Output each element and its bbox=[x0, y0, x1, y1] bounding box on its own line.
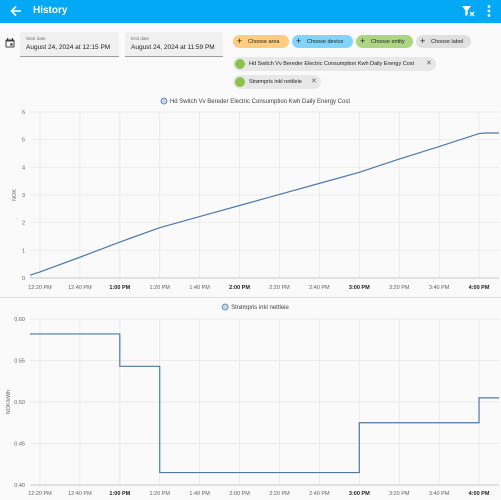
choose-device-chip[interactable]: + Choose device bbox=[292, 35, 353, 48]
electricity-price-chart: 0.40 0.45 0.50 0.55 0.60 12:20 PM 12:40 PM 1:00… bbox=[6, 303, 499, 497]
x-tick-label: 2:20 PM bbox=[269, 491, 290, 497]
plus-icon: + bbox=[420, 36, 426, 46]
y-tick-label: 0.60 bbox=[14, 317, 25, 323]
x-tick-label: 1:40 PM bbox=[189, 285, 210, 291]
remove-icon[interactable]: ✕ bbox=[311, 78, 317, 85]
x-tick-label: 4:00 PM bbox=[469, 491, 490, 497]
series-line bbox=[29, 132, 499, 276]
x-tick-label: 3:40 PM bbox=[429, 285, 450, 291]
start-date-field[interactable]: Start date August 24, 2024 at 12:15 PM bbox=[20, 32, 119, 57]
y-tick-label: 2 bbox=[22, 221, 25, 227]
x-tick-label: 2:20 PM bbox=[269, 285, 290, 291]
chart-divider bbox=[0, 297, 501, 298]
y-tick-label: 6 bbox=[22, 110, 25, 116]
more-vert-icon[interactable] bbox=[482, 3, 496, 19]
x-tick-label: 2:40 PM bbox=[309, 285, 330, 291]
end-date-label: End date bbox=[131, 36, 150, 41]
x-tick-label: 2:00 PM bbox=[229, 285, 250, 291]
x-tick-label: 1:20 PM bbox=[149, 491, 170, 497]
x-tick-label: 12:20 PM bbox=[28, 491, 52, 497]
remove-icon[interactable]: ✕ bbox=[426, 60, 432, 67]
legend-marker bbox=[221, 303, 229, 311]
y-tick-label: 3 bbox=[22, 193, 25, 199]
page-title: History bbox=[33, 5, 68, 16]
start-date-label: Start date bbox=[26, 36, 46, 41]
x-tick-label: 12:40 PM bbox=[68, 285, 92, 291]
energy-cost-chart: 0 1 2 3 4 5 6 12:20 PM 12:40 PM 1:00 PM 1:20 PM 1:4… bbox=[12, 97, 499, 291]
selected-target-chip[interactable]: Strømpris inkl nettleie ✕ bbox=[233, 75, 321, 89]
app-bar: History bbox=[0, 0, 501, 23]
y-tick-label: 0.50 bbox=[14, 400, 25, 406]
end-date-value: August 24, 2024 at 11:59 PM bbox=[131, 44, 215, 51]
choose-entity-chip[interactable]: + Choose entity bbox=[356, 35, 413, 48]
choose-label-chip[interactable]: + Choose label bbox=[416, 35, 471, 48]
plus-icon: + bbox=[237, 36, 243, 46]
x-tick-label: 3:40 PM bbox=[429, 491, 450, 497]
x-tick-label: 3:20 PM bbox=[389, 491, 410, 497]
y-tick-label: 4 bbox=[22, 165, 25, 171]
selected-target-chip[interactable]: Hd Switch Vv Bereder Electric Consumptio… bbox=[233, 57, 436, 71]
x-tick-label: 3:00 PM bbox=[349, 285, 370, 291]
legend-label: Hd Switch Vv Bereder Electric Consumptio… bbox=[170, 99, 350, 105]
start-date-value: August 24, 2024 at 12:15 PM bbox=[26, 44, 111, 51]
entity-icon bbox=[235, 77, 245, 87]
x-tick-label: 12:20 PM bbox=[28, 285, 52, 291]
x-tick-label: 3:00 PM bbox=[349, 491, 370, 497]
plus-icon: + bbox=[296, 36, 302, 46]
calendar-icon[interactable] bbox=[5, 38, 15, 48]
back-arrow-icon[interactable] bbox=[8, 3, 24, 19]
x-tick-label: 1:00 PM bbox=[109, 491, 130, 497]
y-axis-label: NOK bbox=[12, 189, 18, 201]
x-tick-label: 12:40 PM bbox=[68, 491, 92, 497]
device-icon bbox=[235, 59, 245, 69]
legend-label: Strømpris inkl nettleie bbox=[231, 305, 289, 311]
y-tick-label: 0 bbox=[22, 276, 25, 282]
x-tick-label: 3:20 PM bbox=[389, 285, 410, 291]
x-tick-label: 2:00 PM bbox=[229, 491, 250, 497]
series-line bbox=[30, 333, 499, 474]
y-axis-label: NOK/kWh bbox=[6, 390, 12, 414]
y-tick-label: 1 bbox=[22, 248, 25, 254]
x-tick-label: 2:40 PM bbox=[309, 491, 330, 497]
x-tick-label: 1:00 PM bbox=[109, 285, 130, 291]
y-tick-label: 0.40 bbox=[14, 483, 25, 489]
x-tick-label: 1:40 PM bbox=[189, 491, 210, 497]
y-tick-label: 5 bbox=[22, 138, 25, 144]
y-tick-label: 0.45 bbox=[14, 442, 25, 448]
y-tick-label: 0.55 bbox=[14, 359, 25, 365]
plus-icon: + bbox=[360, 36, 366, 46]
choose-area-chip[interactable]: + Choose area bbox=[233, 35, 289, 48]
legend-marker bbox=[160, 97, 168, 105]
filter-remove-icon[interactable] bbox=[461, 4, 475, 18]
x-tick-label: 4:00 PM bbox=[469, 285, 490, 291]
end-date-field[interactable]: End date August 24, 2024 at 11:59 PM bbox=[125, 32, 223, 57]
x-tick-label: 1:20 PM bbox=[149, 285, 170, 291]
